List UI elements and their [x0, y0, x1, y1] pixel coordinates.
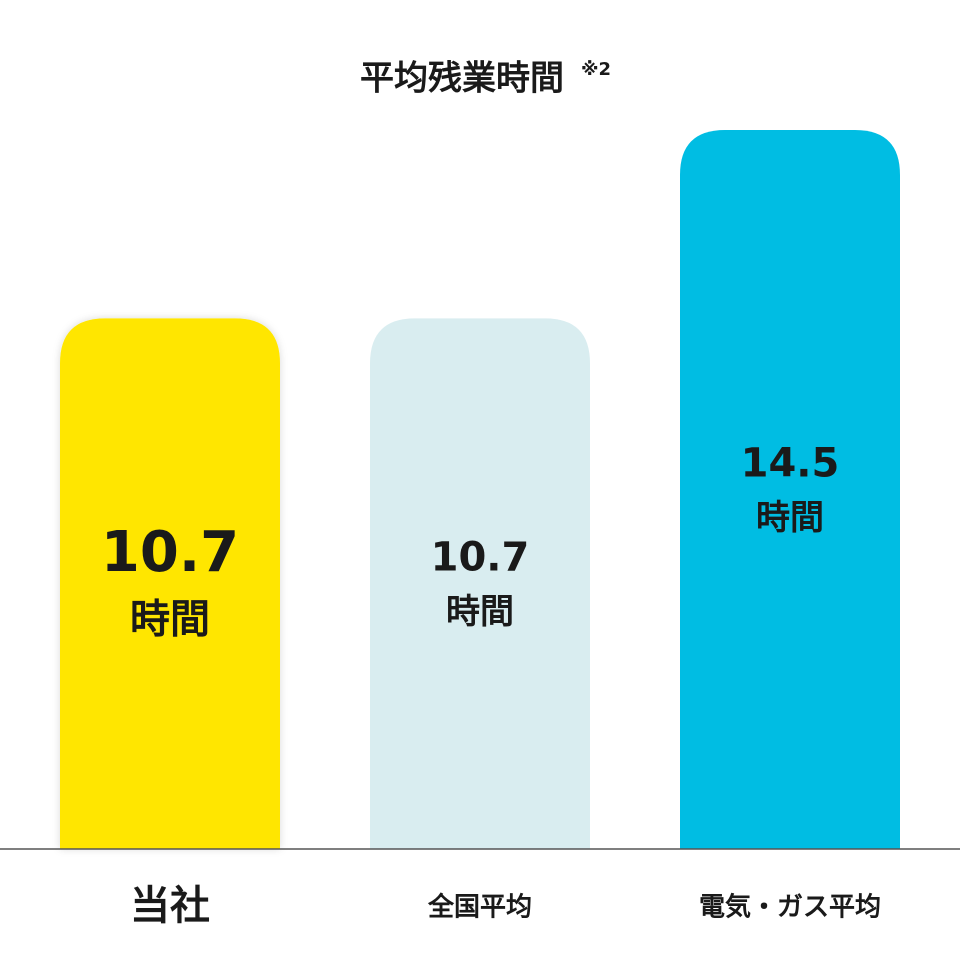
chart-title: 平均残業時間 — [360, 59, 564, 99]
title-note: ※2 — [581, 59, 611, 80]
x-tick-label: 当社 — [130, 883, 210, 929]
value-label: 10.7 — [101, 520, 239, 585]
value-label: 14.5 — [741, 441, 840, 487]
unit-label: 時間 — [756, 498, 824, 538]
bar — [60, 318, 280, 849]
x-tick-label: 全国平均 — [427, 892, 532, 923]
bar — [370, 318, 590, 849]
x-tick-label: 電気・ガス平均 — [699, 892, 881, 923]
bar — [680, 130, 900, 849]
value-label: 10.7 — [431, 535, 530, 581]
unit-label: 時間 — [446, 592, 514, 632]
unit-label: 時間 — [130, 597, 210, 643]
